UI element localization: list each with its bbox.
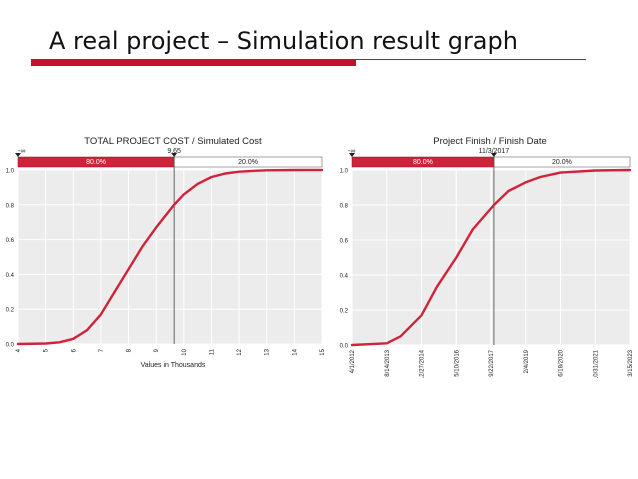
cdf-series-line — [16, 168, 324, 346]
marker-value-triangle — [171, 153, 178, 157]
cost-chart: TOTAL PROJECT COST / Simulated Cost -∞ 9… — [6, 136, 326, 369]
x-tick-label: 10/31/2021 — [593, 349, 599, 378]
cdf-series-line — [350, 168, 632, 347]
marker-value-label: 11/3/2017 — [479, 148, 510, 155]
x-tick-label: 6 — [71, 348, 77, 352]
band-left-label: 80.0% — [413, 159, 433, 166]
x-tick-label: 4/1/2012 — [350, 349, 356, 373]
y-tick-label: 1.0 — [6, 169, 15, 175]
y-tick-label: 0.0 — [340, 344, 349, 350]
plot-background — [17, 169, 323, 345]
marker-left-label: -∞ — [348, 148, 355, 155]
y-tick-label: 0.6 — [6, 238, 15, 244]
plot-area: 0.0 0.2 0.4 0.6 0.8 1.0 4/1/2012 8/14/2013 12/27… — [340, 153, 634, 378]
x-tick-label: 8 — [127, 348, 133, 352]
title-underline-thick — [31, 59, 356, 66]
x-tick-label: 4 — [16, 348, 22, 352]
x-tick-label: 14 — [292, 348, 298, 355]
y-tick-label: 0.0 — [6, 343, 15, 349]
chart-title: TOTAL PROJECT COST / Simulated Cost — [84, 136, 262, 147]
marker-value-label: 9.65 — [167, 148, 181, 155]
y-tick-label: 0.8 — [340, 204, 349, 210]
y-tick-label: 0.2 — [340, 309, 349, 315]
y-tick-label: 0.8 — [6, 203, 15, 209]
finish-chart: Project Finish / Finish Date -∞ 11/3/201… — [340, 136, 634, 378]
x-tick-label: 8/14/2013 — [385, 349, 391, 376]
y-tick-label: 0.6 — [340, 239, 349, 245]
slide-title: A real project – Simulation result graph — [49, 27, 518, 55]
x-tick-label: 5/10/2016 — [454, 349, 460, 376]
marker-value-triangle — [490, 153, 497, 157]
x-tick-label: 6/18/2020 — [559, 349, 565, 376]
x-tick-label: 9 — [154, 348, 160, 352]
y-tick-label: 0.2 — [6, 308, 15, 314]
x-tick-label: 12 — [237, 348, 243, 355]
marker-left-label: -∞ — [18, 148, 25, 155]
band-right-label: 20.0% — [238, 159, 258, 166]
plot-area: 0.0 0.2 0.4 0.6 0.8 1.0 4 5 6 7 8 9 10 11 12 13 14 15 — [6, 153, 326, 356]
marker-left-triangle — [15, 153, 21, 157]
band-right-label: 20.0% — [552, 159, 572, 166]
x-tick-label: 5 — [44, 348, 50, 352]
y-tick-label: 0.4 — [6, 273, 15, 279]
x-tick-label: 2/4/2019 — [524, 349, 530, 373]
x-tick-label: 15 — [320, 348, 326, 355]
x-tick-label: 12/27/2014 — [420, 349, 426, 378]
x-tick-label: 7 — [99, 348, 105, 352]
title-underline-thin — [356, 59, 586, 60]
y-tick-label: 0.4 — [340, 274, 349, 280]
x-tick-label: 9/22/2017 — [489, 349, 495, 376]
x-tick-label: 3/15/2023 — [628, 349, 634, 376]
x-axis-label: Values in Thousands — [141, 362, 206, 369]
title-underline — [31, 59, 586, 67]
chart-title: Project Finish / Finish Date — [433, 136, 547, 147]
x-tick-label: 10 — [182, 348, 188, 355]
marker-left-triangle — [349, 153, 355, 157]
y-tick-label: 1.0 — [340, 169, 349, 175]
band-left-label: 80.0% — [86, 159, 106, 166]
x-tick-label: 11 — [209, 348, 215, 355]
x-tick-label: 13 — [265, 348, 271, 355]
